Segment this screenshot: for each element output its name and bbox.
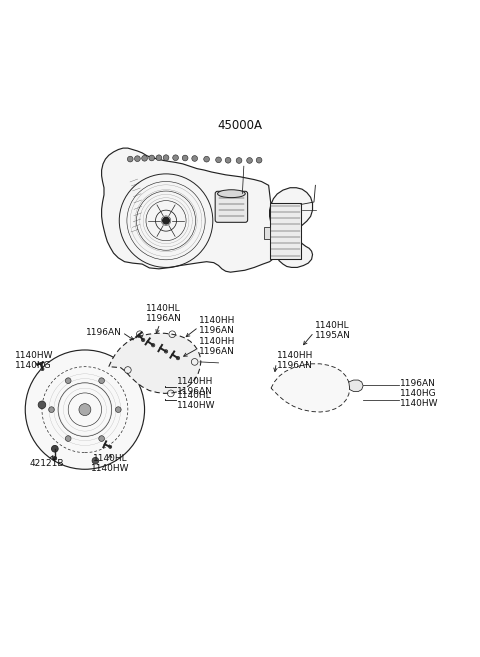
Circle shape [79,403,91,416]
Text: 1140HL
1195AN: 1140HL 1195AN [315,321,351,340]
Text: 1140HH
1196AN: 1140HH 1196AN [199,337,236,356]
Polygon shape [264,227,270,239]
Polygon shape [349,380,363,392]
Circle shape [134,156,140,162]
Circle shape [51,445,58,452]
Circle shape [163,217,169,224]
Polygon shape [109,333,201,394]
Circle shape [176,356,180,360]
Circle shape [164,350,168,353]
Circle shape [156,155,162,160]
Polygon shape [102,148,312,272]
Circle shape [142,338,145,342]
Circle shape [151,344,155,347]
Circle shape [53,457,57,460]
Circle shape [99,436,105,442]
Circle shape [65,378,71,384]
Circle shape [25,350,144,469]
Text: 1140HW
1140HG: 1140HW 1140HG [15,351,53,371]
Circle shape [192,156,198,162]
Circle shape [256,157,262,163]
Circle shape [108,445,112,448]
FancyBboxPatch shape [215,191,248,222]
Circle shape [92,457,99,464]
Ellipse shape [217,190,245,198]
Circle shape [48,407,54,413]
Text: 42121B: 42121B [30,459,64,468]
Circle shape [41,367,44,371]
Text: 1196AN: 1196AN [86,328,121,337]
Text: 1140HH
1196AN: 1140HH 1196AN [177,377,213,396]
Text: 1140HL
1140HW: 1140HL 1140HW [91,453,130,472]
Text: 1140HH
1196AN: 1140HH 1196AN [199,316,236,335]
Circle shape [99,378,105,384]
Circle shape [247,158,252,164]
Circle shape [225,158,231,163]
Text: 45000A: 45000A [217,119,263,132]
Circle shape [182,155,188,161]
Circle shape [149,155,155,161]
Circle shape [163,155,169,160]
Text: 1140HH
1196AN: 1140HH 1196AN [277,351,313,371]
Circle shape [173,155,179,160]
Text: 1140HG
1140HW: 1140HG 1140HW [400,389,439,408]
Text: 1196AN: 1196AN [400,379,436,388]
Circle shape [116,407,121,413]
Circle shape [204,156,209,162]
Circle shape [142,156,147,161]
Text: 1140HL
1196AN: 1140HL 1196AN [146,304,181,323]
Circle shape [216,157,221,163]
Bar [270,202,301,259]
Circle shape [65,436,71,442]
Circle shape [236,158,242,164]
Circle shape [38,401,46,409]
Text: 1140HL
1140HW: 1140HL 1140HW [177,390,215,409]
Polygon shape [271,364,350,412]
Circle shape [127,156,133,162]
